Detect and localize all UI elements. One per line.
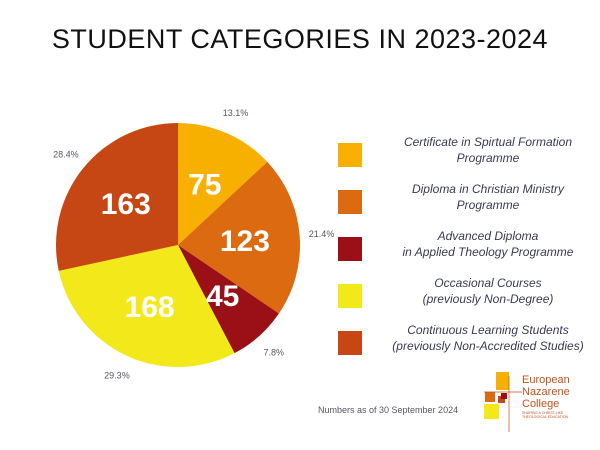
slice-percent-label: 13.1% bbox=[223, 108, 249, 118]
logo-mark-icon bbox=[484, 372, 522, 432]
legend-label: Continuous Learning Students (previously … bbox=[392, 323, 584, 353]
slice-value-label: 123 bbox=[220, 225, 270, 258]
legend-swatch bbox=[338, 331, 362, 355]
slice-percent-label: 21.4% bbox=[309, 229, 335, 239]
data-date-note: Numbers as of 30 September 2024 bbox=[318, 405, 459, 415]
logo-wordmark: European Nazarene College bbox=[522, 374, 570, 410]
slice-percent-label: 28.4% bbox=[53, 150, 79, 160]
legend-item: Advanced Diploma in Applied Theology Prog… bbox=[335, 224, 600, 271]
slice-value-label: 163 bbox=[101, 188, 151, 221]
logo-tagline: SHAPING A CHRIST-LIKE THEOLOGICAL EDUCAT… bbox=[522, 411, 569, 419]
pie-value-labels: 75 123 45 168 163 bbox=[101, 168, 270, 323]
pie-slices bbox=[56, 123, 300, 368]
legend-item: Continuous Learning Students (previously … bbox=[335, 318, 600, 365]
legend-swatch bbox=[338, 284, 362, 308]
slice-percent-label: 7.8% bbox=[264, 348, 285, 358]
pie-percent-labels: 13.1% 21.4% 7.8% 29.3% 28.4% bbox=[53, 108, 334, 380]
college-logo: European Nazarene College SHAPING A CHRI… bbox=[482, 370, 592, 434]
slice-value-label: 45 bbox=[206, 280, 239, 313]
chart-title: STUDENT CATEGORIES IN 2023-2024 bbox=[51, 24, 549, 54]
pie-slice bbox=[178, 245, 279, 354]
legend-item: Occasional Courses (previously Non-Degree… bbox=[335, 271, 600, 318]
legend-label: Diploma in Christian Ministry Programme bbox=[411, 182, 565, 212]
legend-label: Certificate in Spirtual Formation Program… bbox=[403, 135, 573, 165]
legend-swatch bbox=[338, 190, 362, 214]
pie-slice bbox=[178, 161, 300, 314]
pie-slice bbox=[56, 123, 179, 271]
legend-swatch bbox=[338, 143, 362, 167]
pie-slice bbox=[178, 123, 268, 245]
pie-slice bbox=[58, 245, 235, 368]
slice-value-label: 75 bbox=[188, 168, 221, 201]
legend-label: Advanced Diploma in Applied Theology Prog… bbox=[402, 229, 574, 259]
legend-swatch bbox=[338, 237, 362, 261]
legend: Certificate in Spirtual Formation Program… bbox=[335, 130, 600, 365]
legend-label: Occasional Courses (previously Non-Degree… bbox=[422, 276, 554, 306]
legend-item: Certificate in Spirtual Formation Program… bbox=[335, 130, 600, 177]
legend-item: Diploma in Christian Ministry Programme bbox=[335, 177, 600, 224]
slice-percent-label: 29.3% bbox=[104, 370, 130, 380]
slice-value-label: 168 bbox=[125, 291, 175, 324]
